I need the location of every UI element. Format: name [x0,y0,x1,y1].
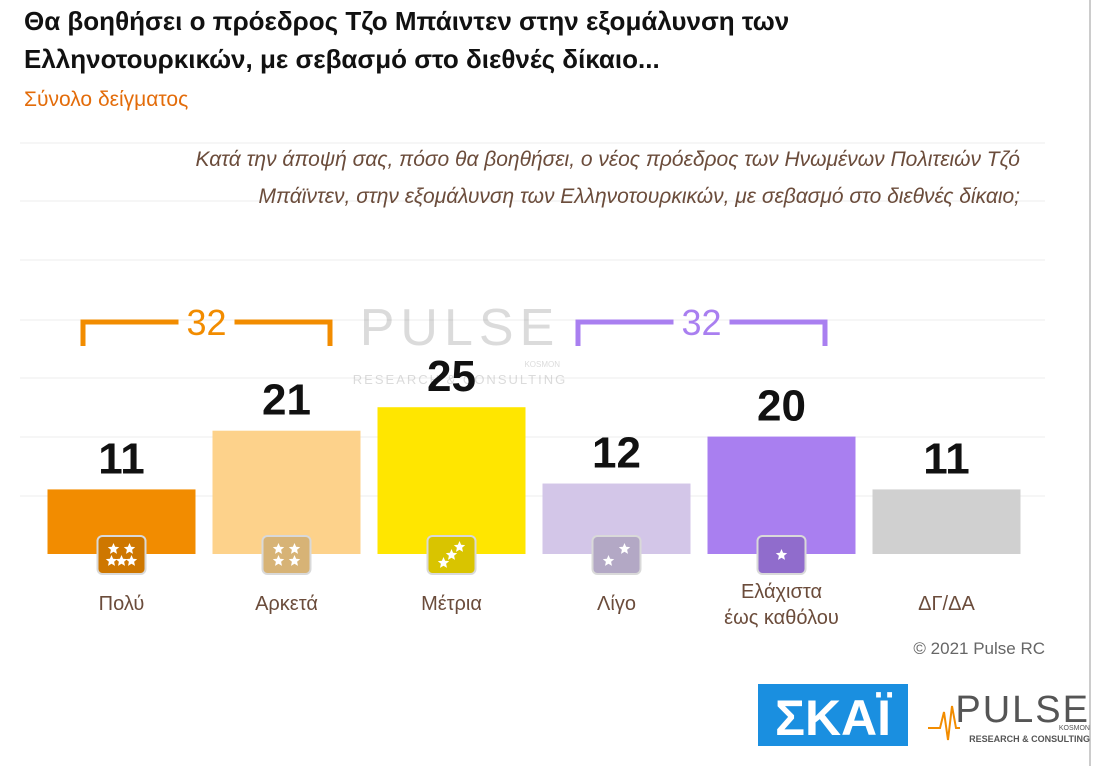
text-line: Ελληνοτουρκικών, με σεβασμό στο διεθνές … [24,44,660,74]
bracket-right [234,319,333,346]
star-icon [453,541,466,552]
copyright: © 2021 Pulse RC [913,639,1045,658]
pulse-sub: RESEARCH & CONSULTING [969,734,1090,744]
star-icon [105,555,118,566]
star-icon [115,555,128,566]
bracket-label: 32 [681,302,721,343]
star-icon [775,549,788,560]
bracket-left [575,319,674,346]
bracket-left [80,319,179,346]
pulse-tag: KOSMON [1059,725,1090,732]
text-line: Ελάχιστα [741,581,822,603]
star-icon [272,543,285,554]
bar [872,489,1021,554]
text-line: έως καθόλου [724,607,839,629]
bracket-right [729,319,828,346]
text-line: Θα βοηθήσει ο πρόεδρος Τζο Μπάιντεν στην… [24,6,789,36]
chart-title: Θα βοηθήσει ο πρόεδρος Τζο Μπάιντεν στην… [24,6,789,74]
bracket [80,319,333,346]
star-icon [107,543,120,554]
bar-icon [756,535,807,575]
grid [20,142,1045,497]
star-icon [437,557,450,568]
star-icon [123,543,136,554]
bar-icon [591,535,642,575]
watermark-sub: RESEARCH & CONSULTING [353,372,567,387]
value-label: 21 [262,376,311,425]
x-tick-label: ΔΓ/ΔΑ [918,593,975,615]
value-label: 12 [592,429,641,478]
x-tick-label: Πολύ [99,593,145,615]
x-tick-label: Λίγο [597,593,636,615]
star-icon [618,543,631,554]
watermark-name: PULSE [360,299,561,357]
skai-logo [758,684,908,746]
star-icon [445,549,458,560]
skai-text: ΣΚΑΪ [775,690,892,746]
bar [377,407,526,554]
bar [212,430,361,554]
text-line: Μπάϊντεν, στην εξομάλυνση των Ελληνοτουρ… [259,185,1021,208]
value-label: 11 [98,434,145,483]
bracket [575,319,828,346]
text-line: Κατά την άποψή σας, πόσο θα βοηθήσει, ο … [195,148,1020,171]
bar [707,436,856,554]
x-tick-label: Αρκετά [255,593,318,615]
question: Κατά την άποψή σας, πόσο θα βοηθήσει, ο … [195,148,1020,208]
bracket-label: 32 [186,302,226,343]
star-icon [288,555,301,566]
bar-icon [426,535,477,575]
value-label: 20 [757,382,806,431]
icon-box [591,535,642,575]
bar-icon [96,535,147,575]
star-icon [125,555,138,566]
star-icon [272,555,285,566]
pulse-logo: PULSE [955,689,1090,731]
bar-icon [261,535,312,575]
x-tick-label: Μέτρια [421,593,482,615]
star-icon [288,543,301,554]
icon-box [261,535,312,575]
value-label: 11 [923,434,970,483]
x-tick-label: Ελάχιστα έως καθόλου [724,581,839,629]
value-label: 25 [427,352,476,401]
watermark: PULSE RESEARCH & CONSULTING KOSMON [353,299,567,387]
star-icon [602,555,615,566]
pulse-icon [928,705,960,741]
subtitle: Σύνολο δείγματος [24,88,188,111]
watermark-tag: KOSMON [524,360,560,369]
